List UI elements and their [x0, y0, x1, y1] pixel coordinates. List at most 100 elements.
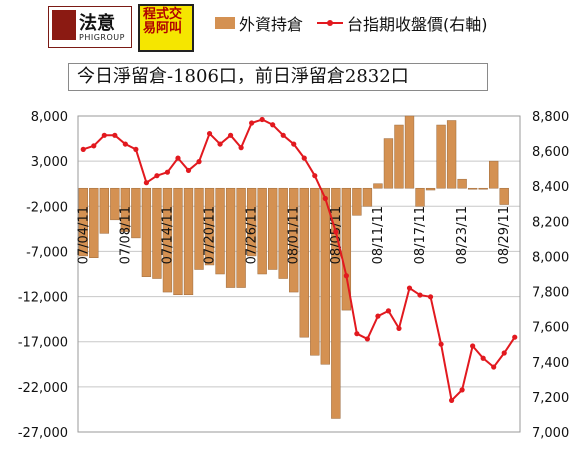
bar — [131, 187, 141, 239]
bar — [204, 187, 215, 266]
price-point — [164, 169, 171, 175]
price-point — [206, 130, 213, 137]
bar — [415, 187, 425, 207]
price-point — [175, 155, 181, 161]
bar — [446, 120, 457, 189]
price-point — [259, 116, 265, 123]
bar — [383, 138, 394, 189]
bar — [289, 187, 299, 293]
bar — [362, 187, 373, 207]
bar — [194, 187, 204, 270]
bar — [341, 187, 352, 311]
bar — [183, 187, 194, 296]
left-axis-tick-label: -12,000 — [18, 291, 68, 306]
price-point — [491, 364, 497, 370]
bar — [425, 187, 436, 191]
left-axis-tick-label: -22,000 — [18, 381, 68, 396]
bar — [394, 124, 404, 189]
price-point — [101, 132, 107, 138]
logo-sub: PHIGROUP — [79, 33, 125, 42]
price-point — [417, 292, 423, 298]
legend-line-label: 台指期收盤價(右軸) — [347, 15, 488, 34]
x-axis-tick-label: 07/04/11 — [76, 206, 91, 264]
bar — [404, 115, 415, 189]
price-point — [343, 273, 349, 279]
bar — [89, 187, 99, 258]
price-point — [354, 331, 360, 337]
x-axis-tick-label: 08/29/11 — [497, 206, 512, 264]
price-point — [512, 334, 518, 340]
price-point — [185, 167, 192, 174]
price-point — [396, 325, 402, 332]
logo-name: 法意 — [79, 13, 115, 34]
price-point — [312, 173, 318, 179]
right-axis-tick-label: 7,000 — [532, 426, 569, 441]
price-point — [480, 355, 486, 361]
bar — [478, 187, 488, 190]
price-point — [196, 159, 202, 165]
bar — [152, 187, 162, 279]
bar — [215, 187, 225, 275]
price-point — [375, 313, 381, 319]
bar — [257, 187, 267, 275]
right-axis-tick-label: 7,200 — [532, 391, 569, 406]
price-point — [322, 195, 328, 202]
bar — [99, 187, 109, 234]
right-axis-tick-label: 8,400 — [532, 180, 569, 195]
bar — [236, 187, 246, 288]
price-point — [406, 285, 413, 291]
x-axis-tick-label: 07/26/11 — [245, 206, 260, 264]
bar — [162, 187, 173, 293]
logo-mark — [52, 10, 76, 40]
bar — [489, 160, 499, 189]
right-axis-tick-label: 7,800 — [532, 286, 569, 301]
price-point — [301, 155, 307, 161]
price-point — [154, 173, 160, 179]
price-point — [112, 132, 118, 138]
price-point — [217, 141, 223, 147]
x-axis-tick-label: 07/14/11 — [160, 206, 175, 264]
price-point — [364, 336, 371, 342]
bar — [320, 187, 330, 365]
price-point — [291, 141, 297, 147]
right-axis-tick-label: 8,000 — [532, 250, 569, 265]
left-axis-tick-label: 8,000 — [31, 110, 68, 125]
bar — [141, 187, 152, 277]
bar — [499, 187, 509, 205]
price-point — [280, 132, 286, 138]
price-point — [501, 350, 507, 356]
program-trading-logo-text: 程式交易阿叫 — [143, 7, 183, 36]
price-point — [91, 143, 97, 149]
price-point — [385, 308, 392, 314]
left-axis-tick-label: 3,000 — [31, 155, 68, 170]
bar — [246, 187, 257, 257]
legend-bar-swatch — [215, 17, 235, 29]
price-point — [80, 146, 86, 152]
bar — [268, 187, 278, 270]
x-axis-tick-label: 08/17/11 — [413, 206, 428, 264]
price-point — [249, 120, 255, 126]
bar — [457, 178, 467, 189]
x-axis-tick-label: 08/01/11 — [287, 206, 302, 264]
bar — [373, 183, 383, 189]
legend-line-swatch — [317, 17, 344, 29]
bar — [173, 187, 183, 296]
right-axis-tick-label: 7,600 — [532, 321, 569, 336]
bar — [78, 187, 88, 257]
price-point — [438, 341, 444, 347]
bar — [352, 187, 362, 216]
left-axis-tick-label: -17,000 — [18, 336, 68, 351]
bar — [310, 187, 320, 356]
chart-title: 今日淨留倉-1806口，前日淨留倉2832口 — [68, 63, 488, 91]
price-point — [459, 387, 465, 393]
price-point — [122, 141, 128, 147]
x-axis-tick-label: 08/23/11 — [455, 206, 470, 264]
bar — [299, 187, 309, 338]
plot-area — [77, 115, 521, 433]
price-point — [427, 294, 434, 300]
bar — [110, 187, 120, 221]
bar — [120, 187, 131, 232]
price-point — [270, 122, 276, 128]
price-point — [227, 132, 234, 138]
right-axis-tick-label: 8,800 — [532, 110, 569, 125]
